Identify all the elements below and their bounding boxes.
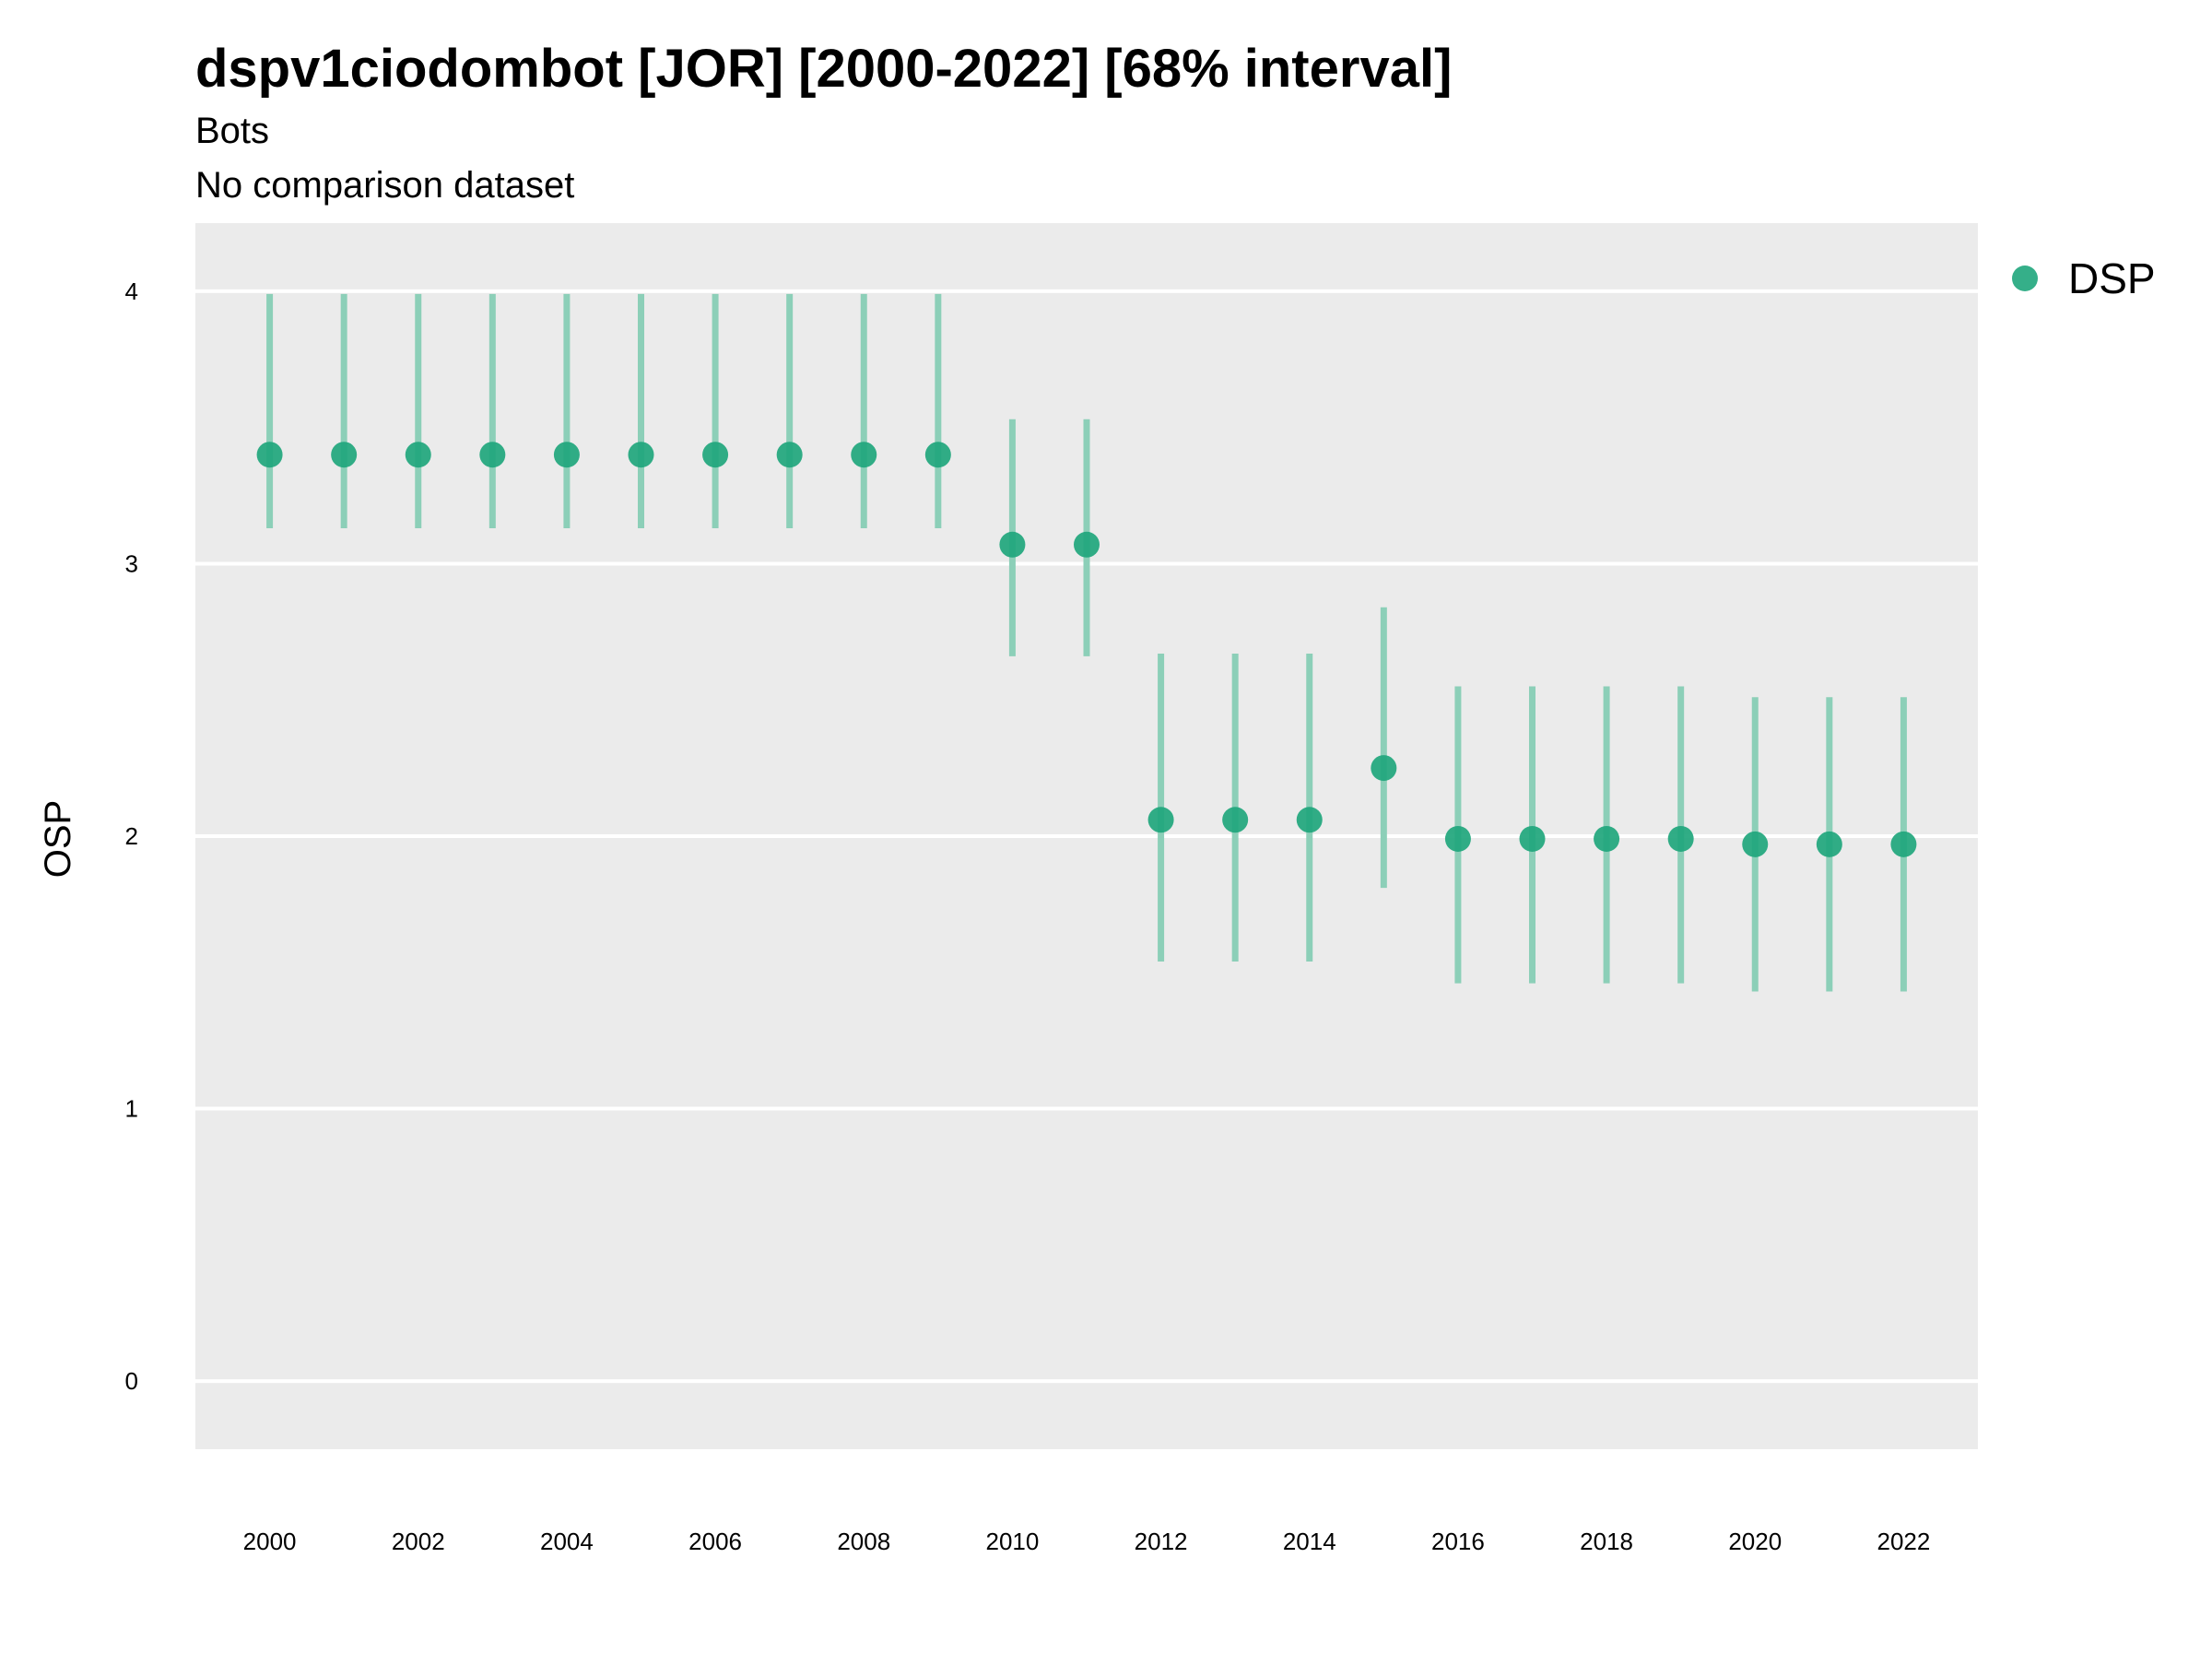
x-tick-label: 2006 [688,1528,742,1555]
data-point [999,531,1026,558]
data-points [256,442,1917,857]
legend-dsp-marker [2012,266,2038,291]
y-axis-label: OSP [38,800,78,878]
x-tick-label: 2020 [1728,1528,1782,1555]
x-tick-label: 2012 [1135,1528,1188,1555]
data-point [1444,825,1471,852]
x-tick-labels: 2000 2002 2004 2006 2008 2010 2012 2014 2016 2018… [243,1528,1931,1555]
data-point [1742,831,1769,857]
y-tick-label: 0 [125,1367,138,1395]
data-point [776,442,803,468]
x-tick-label: 2022 [1877,1528,1930,1555]
x-tick-label: 2008 [837,1528,890,1555]
data-point [1371,755,1397,782]
x-tick-label: 2004 [540,1528,594,1555]
data-point [1074,531,1100,558]
y-tick-label: 3 [125,549,138,577]
data-point [1594,825,1620,852]
data-point [1519,825,1546,852]
data-point [256,442,283,468]
legend-dsp-label: DSP [2068,254,2156,302]
y-tick-labels: 0 1 2 3 4 [125,277,138,1395]
data-point [628,442,654,468]
data-point [851,442,877,468]
data-point [1222,807,1249,833]
data-point [553,442,580,468]
data-point [1890,831,1917,857]
data-point [479,442,506,468]
data-point [1296,807,1323,833]
x-tick-label: 2018 [1580,1528,1633,1555]
y-tick-label: 1 [125,1095,138,1123]
chart-subtitle-line-2: No comparison dataset [195,165,574,206]
y-tick-label: 2 [125,822,138,850]
x-tick-label: 2014 [1283,1528,1336,1555]
legend: DSP [2012,254,2156,302]
x-tick-label: 2010 [985,1528,1039,1555]
x-tick-label: 2002 [392,1528,445,1555]
data-point [924,442,951,468]
x-tick-label: 2016 [1431,1528,1485,1555]
data-point [1667,825,1694,852]
data-point [1816,831,1842,857]
data-point [702,442,729,468]
x-tick-label: 2000 [243,1528,297,1555]
chart-title: dspv1ciodombot [JOR] [2000-2022] [68% in… [195,39,1452,99]
data-point [405,442,431,468]
y-tick-label: 4 [125,277,138,305]
data-point [1147,807,1174,833]
chart-subtitle-line-1: Bots [195,111,269,151]
data-point [331,442,358,468]
